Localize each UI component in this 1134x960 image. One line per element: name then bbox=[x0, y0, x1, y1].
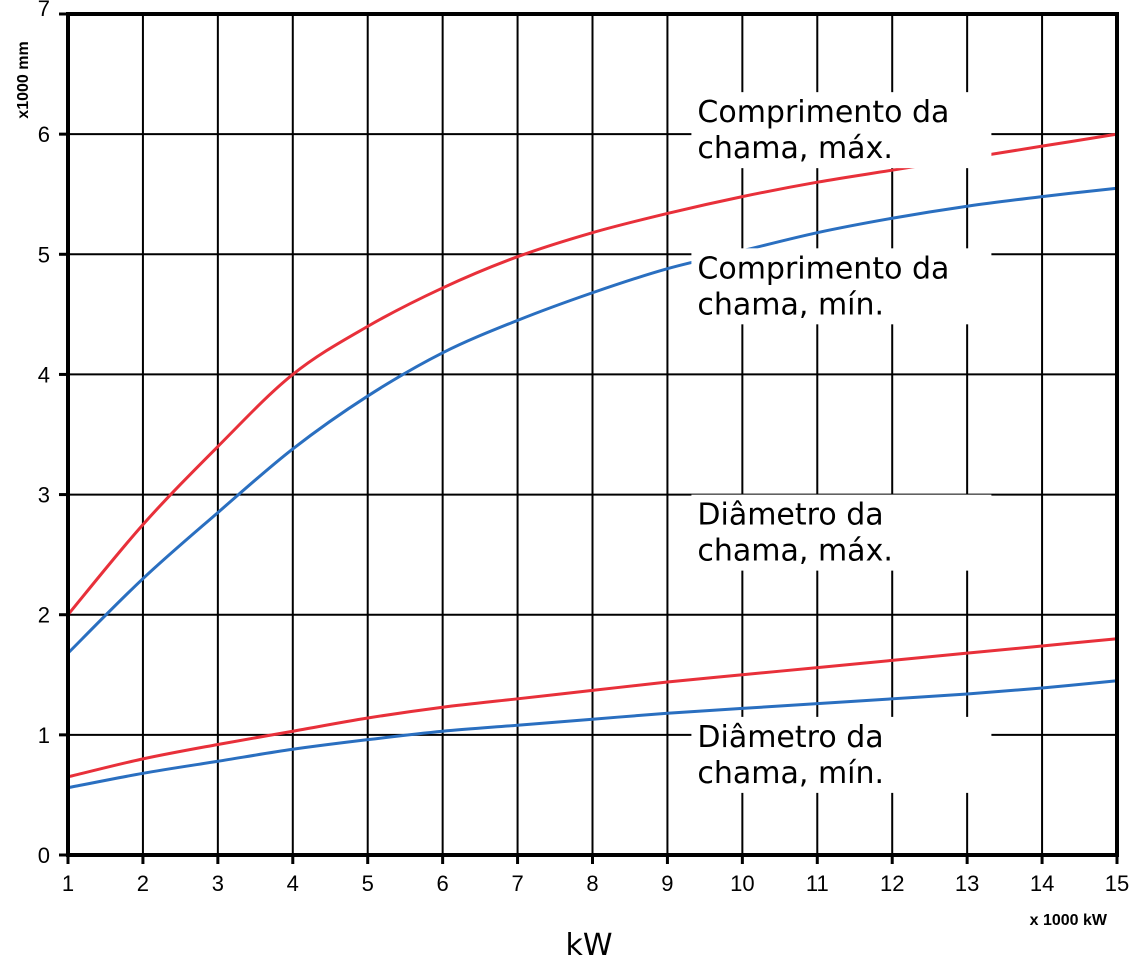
y-axis-unit-label: x1000 mm bbox=[15, 41, 32, 118]
annotation-line: chama, mín. bbox=[697, 287, 884, 322]
x-axis-unit-label: x 1000 kW bbox=[1030, 912, 1108, 929]
y-tick-label: 6 bbox=[38, 122, 50, 147]
x-tick-label: 5 bbox=[362, 871, 374, 896]
x-tick-label: 10 bbox=[730, 871, 754, 896]
y-tick-label: 1 bbox=[38, 723, 50, 748]
series-line-3 bbox=[66, 637, 1119, 779]
y-tick-label: 3 bbox=[38, 483, 50, 508]
x-tick-label: 4 bbox=[287, 871, 299, 896]
x-tick-label: 7 bbox=[511, 871, 523, 896]
x-tick-label: 8 bbox=[586, 871, 598, 896]
series-line-4 bbox=[66, 679, 1119, 790]
x-tick-label: 15 bbox=[1105, 871, 1129, 896]
series-lines bbox=[66, 132, 1119, 790]
y-tick-label: 0 bbox=[38, 843, 50, 868]
x-tick-label: 1 bbox=[62, 871, 74, 896]
x-tick-label: 6 bbox=[437, 871, 449, 896]
annotation-line: Comprimento da bbox=[697, 95, 949, 130]
y-tick-label: 7 bbox=[38, 0, 50, 21]
x-tick-label: 9 bbox=[661, 871, 673, 896]
annotation-backdrop bbox=[691, 494, 992, 571]
annotation-line: Comprimento da bbox=[697, 251, 949, 286]
annotation-line: Diâmetro da bbox=[697, 498, 883, 533]
annotation-backdrop bbox=[691, 248, 992, 325]
axis-ticks bbox=[59, 12, 1119, 864]
annotation-line: chama, máx. bbox=[697, 131, 892, 166]
y-tick-label: 5 bbox=[38, 242, 50, 267]
x-tick-label: 14 bbox=[1030, 871, 1054, 896]
annotation-backdrop bbox=[691, 716, 992, 793]
annotation-line: Diâmetro da bbox=[697, 720, 883, 755]
y-tick-label: 4 bbox=[38, 362, 50, 387]
annotation-backdrop bbox=[691, 92, 992, 169]
annotation-line: chama, mín. bbox=[697, 756, 884, 791]
y-tick-label: 2 bbox=[38, 603, 50, 628]
x-tick-label: 11 bbox=[806, 871, 829, 896]
annotation-line: chama, máx. bbox=[697, 534, 892, 569]
series-line-2 bbox=[66, 186, 1119, 655]
x-tick-label: 12 bbox=[880, 871, 904, 896]
x-tick-label: 13 bbox=[955, 871, 979, 896]
x-axis-title: kW bbox=[565, 928, 612, 960]
x-tick-label: 2 bbox=[137, 871, 149, 896]
x-tick-label: 3 bbox=[212, 871, 224, 896]
